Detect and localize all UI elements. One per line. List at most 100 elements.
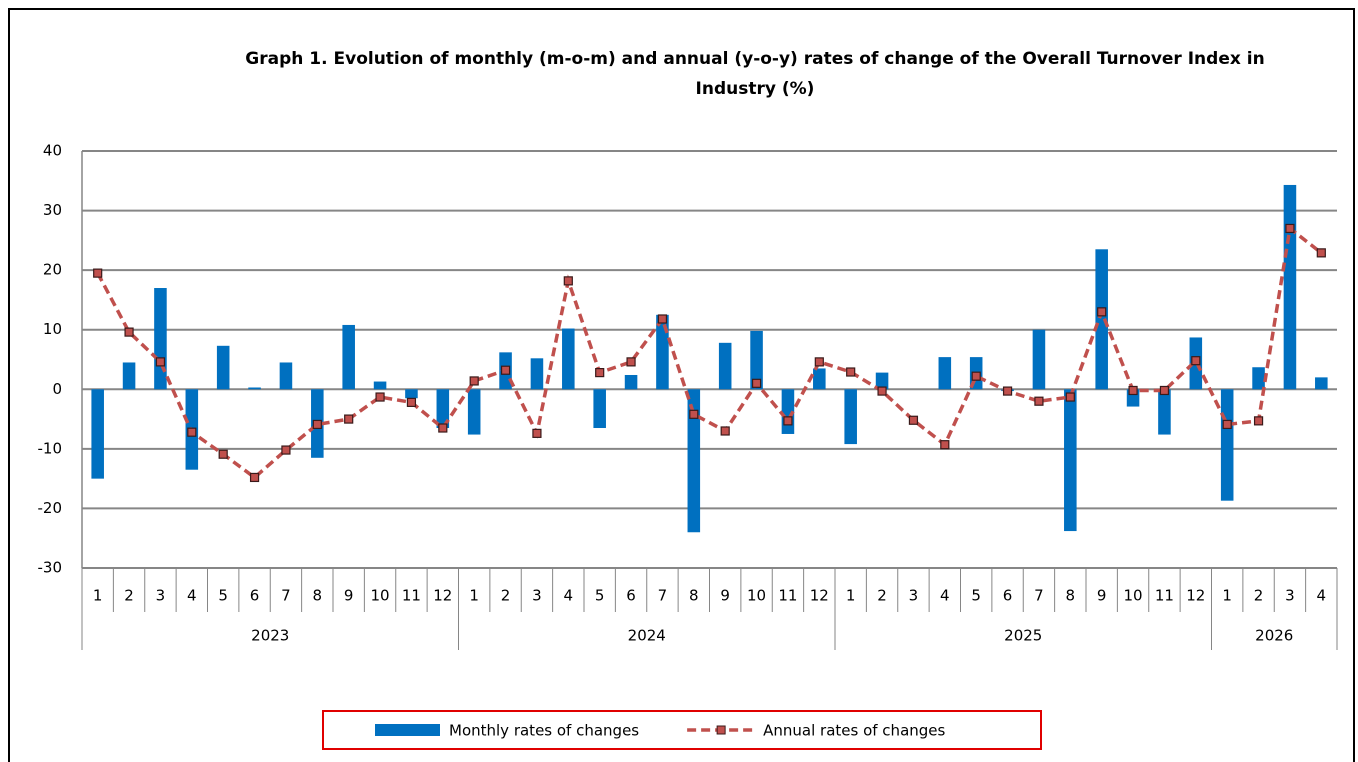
bar — [593, 389, 606, 429]
marker — [249, 472, 260, 483]
marker — [563, 276, 573, 286]
marker — [657, 314, 668, 324]
x-tick-label: 2 — [1254, 587, 1264, 605]
bar — [279, 362, 293, 390]
bar — [1032, 329, 1046, 390]
y-tick-label: -20 — [38, 499, 63, 517]
marker — [1285, 223, 1295, 234]
bar — [750, 330, 763, 390]
x-tick-label: 11 — [1155, 587, 1174, 605]
bar — [1064, 389, 1077, 532]
marker — [1034, 396, 1044, 406]
legend-label: Annual rates of changes — [763, 722, 945, 740]
marker — [877, 386, 887, 396]
x-tick-label: 9 — [344, 587, 354, 605]
x-tick-label: 5 — [971, 587, 981, 605]
marker — [1222, 419, 1232, 430]
y-tick-label: 10 — [43, 320, 62, 338]
bar — [154, 288, 167, 390]
y-tick-label: 30 — [43, 201, 62, 219]
chart-title: Graph 1. Evolution of monthly (m-o-m) an… — [245, 49, 1265, 99]
x-tick-label: 11 — [778, 587, 797, 605]
marker — [218, 449, 228, 459]
marker — [1128, 385, 1138, 396]
marker — [626, 357, 636, 367]
x-tick-label: 5 — [595, 587, 605, 605]
marker — [1316, 248, 1326, 258]
marker — [720, 426, 730, 436]
bar — [1095, 249, 1108, 390]
marker — [406, 397, 417, 407]
bar — [122, 362, 136, 390]
x-tick-label: 1 — [1222, 587, 1232, 605]
bar — [373, 381, 387, 390]
marker — [1065, 392, 1075, 402]
bar — [813, 368, 826, 390]
y-tick-label: 20 — [43, 261, 62, 279]
x-tick-label: 10 — [371, 587, 390, 605]
marker — [783, 416, 793, 426]
marker — [751, 378, 762, 388]
bar — [248, 387, 261, 390]
marker — [1002, 386, 1013, 396]
bar — [875, 372, 889, 390]
x-tick-label: 6 — [1003, 587, 1013, 605]
legend-marker — [716, 725, 726, 735]
x-group-label: 2023 — [251, 627, 289, 645]
x-tick-label: 4 — [1317, 587, 1327, 605]
bar — [436, 389, 450, 429]
x-tick-label: 1 — [469, 587, 479, 605]
y-tick-label: 0 — [52, 380, 62, 398]
bar — [216, 345, 230, 390]
bar — [1283, 184, 1297, 390]
x-tick-label: 9 — [720, 587, 730, 605]
x-tick-label: 11 — [402, 587, 421, 605]
x-group-label: 2025 — [1004, 627, 1042, 645]
marker — [469, 376, 479, 386]
marker — [187, 427, 197, 437]
marker — [814, 357, 824, 367]
x-tick-label: 3 — [156, 587, 166, 605]
line — [96, 225, 1323, 480]
legend-box — [322, 710, 1042, 750]
marker — [1191, 356, 1201, 366]
y-tick-label: 40 — [43, 142, 62, 160]
y-tick-label: -10 — [38, 439, 63, 457]
x-tick-label: 7 — [658, 587, 668, 605]
x-tick-label: 1 — [93, 587, 103, 605]
marker — [940, 440, 950, 450]
x-tick-label: 7 — [281, 587, 291, 605]
bar — [1315, 377, 1328, 390]
bar — [1220, 389, 1234, 501]
frame-border — [8, 8, 1355, 762]
marker — [344, 414, 354, 424]
x-tick-label: 4 — [564, 587, 574, 605]
marker — [124, 327, 134, 337]
bar — [938, 357, 952, 390]
legend-label: Monthly rates of changes — [449, 722, 639, 740]
bar — [624, 374, 638, 390]
marker — [1097, 307, 1107, 317]
x-tick-label: 6 — [250, 587, 260, 605]
x-group-label: 2024 — [628, 627, 666, 645]
bar — [687, 389, 701, 533]
marker — [155, 357, 166, 367]
bar — [467, 389, 481, 435]
marker — [595, 368, 605, 378]
bar — [718, 342, 732, 390]
bar — [91, 389, 104, 479]
x-tick-label: 10 — [1124, 587, 1143, 605]
x-tick-label: 3 — [909, 587, 919, 605]
x-tick-label: 8 — [313, 587, 323, 605]
x-tick-label: 3 — [1285, 587, 1295, 605]
bar — [530, 358, 544, 390]
bar — [342, 324, 355, 390]
marker — [375, 392, 385, 402]
x-tick-label: 1 — [846, 587, 856, 605]
x-tick-label: 9 — [1097, 587, 1107, 605]
marker — [500, 365, 511, 375]
marker — [1159, 385, 1170, 396]
marker — [908, 415, 919, 425]
marker — [689, 409, 699, 419]
